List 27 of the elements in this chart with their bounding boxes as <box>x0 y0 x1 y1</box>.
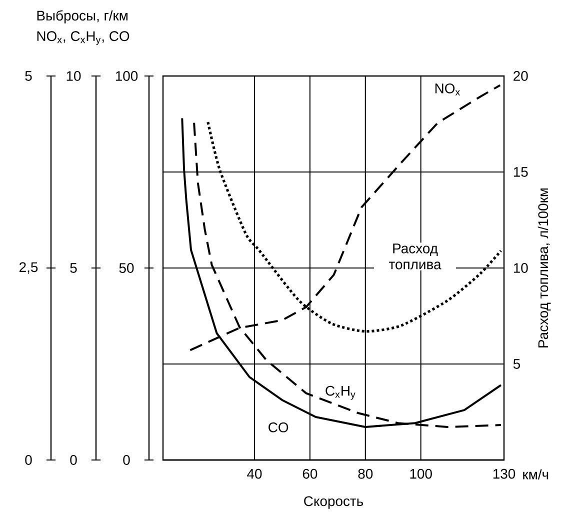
x-tick-label: 40 <box>247 468 262 479</box>
text: км/ч <box>523 469 548 480</box>
series-label: C$_{x}$H$_{y}$ <box>326 386 356 400</box>
y-tick-label: 10 <box>514 263 528 273</box>
y-tick-label: 15 <box>514 167 528 177</box>
y2-tick-label: 5 <box>70 263 77 273</box>
x-axis-title: Скорость <box>304 496 364 509</box>
y2-tick-label: 10 <box>66 71 81 81</box>
y3-tick-label: 5 <box>25 71 32 81</box>
x-tick-label: 80 <box>358 468 373 479</box>
y-tick-label: 100 <box>116 71 138 81</box>
series-label: NO$_{x}$ <box>435 83 460 96</box>
x-tick-label: 60 <box>302 468 318 479</box>
chart-subtitle: NO$_{x}$, C$_{x}$H$_{y}$, CO <box>37 31 130 46</box>
chart-title: Выбросы, г/км <box>37 10 128 24</box>
y3-tick-label: 2,5 <box>20 262 38 274</box>
y3-tick-label: 0 <box>25 455 32 465</box>
series-label: CO <box>268 422 288 432</box>
y-axis-title: Расход топлива, л/100км <box>538 188 551 348</box>
y-tick-label: 0 <box>123 455 130 465</box>
y-tick-label: 20 <box>514 71 528 81</box>
x-tick-label: 100 <box>410 468 432 479</box>
y2-tick-label: 0 <box>70 455 77 465</box>
y-tick-label: 5 <box>513 359 520 369</box>
y-tick-label: 50 <box>119 263 134 273</box>
text: Расход топлива <box>389 244 442 270</box>
x-tick-label: 130 <box>493 468 516 479</box>
